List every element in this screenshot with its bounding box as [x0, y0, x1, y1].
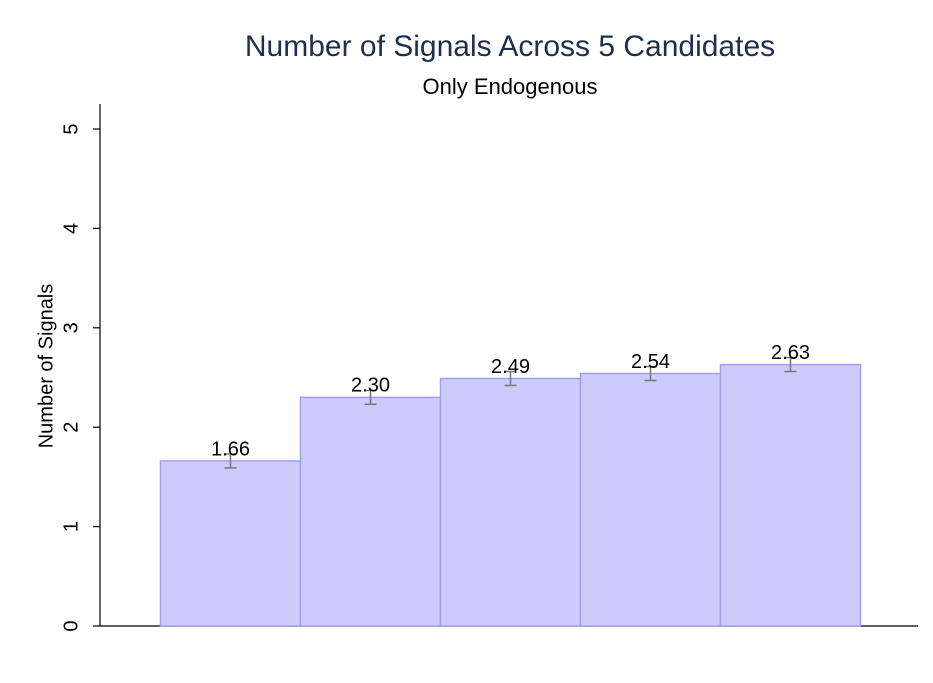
error-bar — [224, 453, 237, 469]
y-tick-label: 5 — [60, 123, 82, 134]
data-label: 2.54 — [631, 351, 670, 373]
bar — [579, 372, 722, 627]
data-label: 2.49 — [491, 356, 530, 378]
bar — [719, 363, 862, 627]
data-label: 2.63 — [771, 342, 810, 364]
bar — [159, 460, 302, 627]
data-label: 1.66 — [211, 438, 250, 460]
error-bar — [504, 370, 517, 387]
y-tick-label: 0 — [60, 620, 82, 631]
y-tick-label: 2 — [60, 422, 82, 433]
y-tick-label: 1 — [60, 521, 82, 532]
y-tick-label: 4 — [60, 223, 82, 234]
chart-subtitle: Only Endogenous — [423, 74, 598, 99]
bar — [439, 377, 582, 627]
y-axis-label: Number of Signals — [35, 284, 57, 449]
chart-title: Number of Signals Across 5 Candidates — [245, 30, 775, 63]
error-bar — [644, 365, 657, 382]
error-bar — [784, 356, 797, 373]
bar — [299, 396, 442, 627]
error-bar — [364, 389, 377, 406]
data-label: 2.30 — [351, 375, 390, 397]
y-tick-label: 3 — [60, 322, 82, 333]
